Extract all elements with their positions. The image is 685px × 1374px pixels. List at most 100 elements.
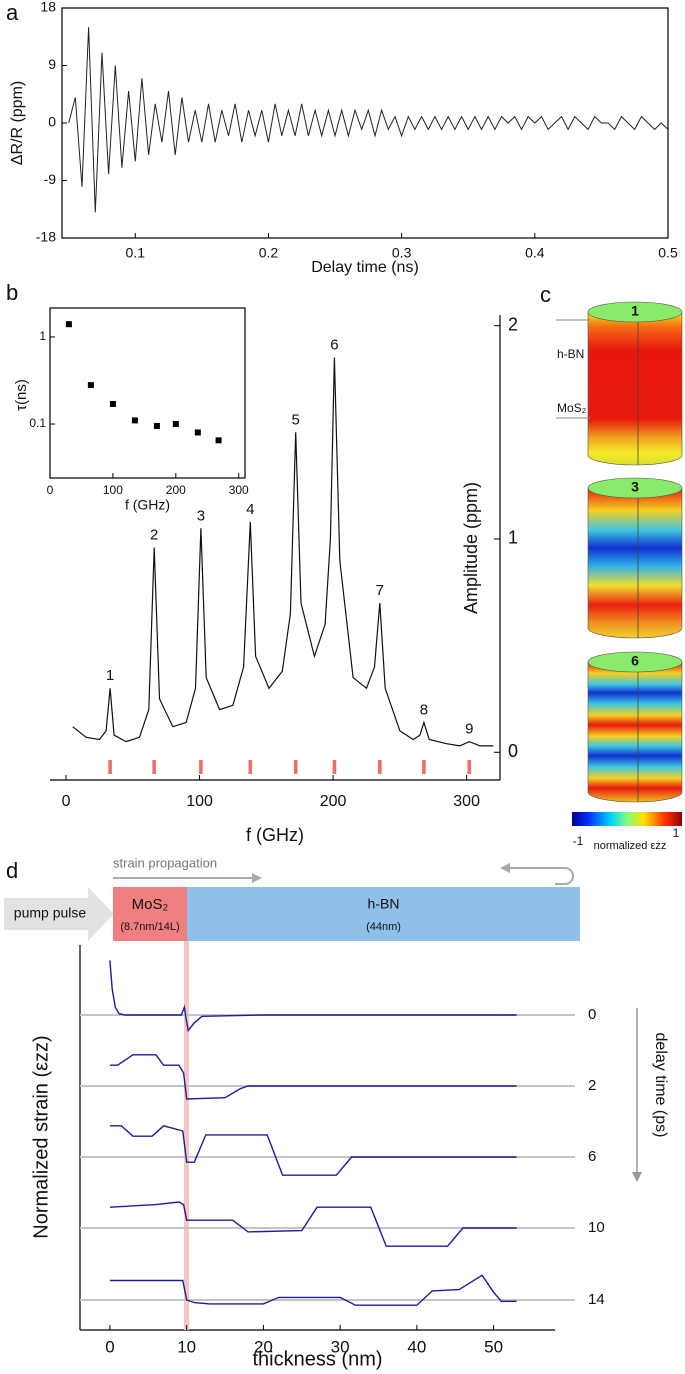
- peak-label: 6: [330, 337, 338, 354]
- layer-detail: (8.7nm/14L): [120, 921, 179, 933]
- mode-marker: [108, 760, 112, 774]
- layer-box: [113, 887, 187, 941]
- y-tick-label: -18: [36, 229, 56, 245]
- y-axis-label: τ(ns): [13, 379, 30, 411]
- peak-label: 8: [420, 701, 428, 718]
- pump-label: pump pulse: [14, 905, 87, 921]
- mode-marker: [467, 760, 472, 774]
- layer-detail: (44nm): [366, 921, 401, 933]
- x-tick-label: 40: [407, 1337, 426, 1356]
- reflection-arrow: [510, 867, 574, 885]
- trace: [68, 27, 669, 213]
- mode-marker: [332, 760, 337, 774]
- y-axis-label: Amplitude (ppm): [461, 482, 481, 614]
- x-tick-label: 200: [166, 483, 186, 497]
- x-tick-label: 0: [105, 1337, 114, 1356]
- y-tick-label: 0.1: [29, 416, 46, 430]
- layer-name: MoS₂: [132, 896, 169, 913]
- arrow-head: [500, 863, 510, 873]
- layer-label: MoS₂: [557, 401, 587, 415]
- x-tick-label: 0.3: [392, 245, 412, 261]
- x-axis-label: Delay time (ns): [311, 259, 419, 276]
- colorbar: [572, 812, 682, 826]
- peak-label: 4: [246, 501, 254, 518]
- x-axis-label: f (GHz): [125, 497, 170, 513]
- x-axis-label: thickness (nm): [252, 1348, 382, 1370]
- mode-marker: [199, 760, 203, 774]
- x-tick-label: 30: [331, 1337, 350, 1356]
- cylinder: 1: [587, 301, 683, 466]
- x-tick-label: 20: [254, 1337, 273, 1356]
- point: [153, 422, 160, 429]
- y-tick-label: 1: [39, 329, 46, 343]
- point: [215, 437, 222, 444]
- mode-marker: [293, 760, 298, 774]
- curve-label: 6: [588, 1148, 596, 1165]
- strain-curve: [109, 1274, 517, 1306]
- y-tick-label: 1: [508, 528, 518, 548]
- y-tick-label: 9: [48, 56, 56, 72]
- mode-marker: [152, 760, 156, 774]
- peak-label: 9: [465, 721, 473, 738]
- point: [65, 321, 72, 328]
- panel-label: c: [540, 282, 551, 307]
- spectrum: [72, 357, 494, 747]
- x-tick-label: 0.5: [658, 245, 678, 261]
- curve-label: 14: [588, 1291, 605, 1308]
- peak-label: 3: [197, 507, 205, 524]
- point: [109, 400, 116, 407]
- curve-label: 0: [588, 1006, 596, 1023]
- y-axis-label: ΔR/R (ppm): [9, 81, 26, 165]
- mode-marker: [248, 760, 253, 774]
- mode-label: 3: [631, 479, 639, 495]
- colorbar-label: normalized εzz: [594, 840, 667, 852]
- strain-curve: [109, 960, 517, 1033]
- y-tick-label: 0: [48, 114, 56, 130]
- layer-name: h-BN: [368, 896, 400, 912]
- layer-label: h-BN: [557, 347, 584, 361]
- y2-axis-label: delay time (ps): [652, 1033, 669, 1138]
- mode-marker: [422, 760, 426, 774]
- strain-curve: [109, 1054, 517, 1100]
- x-tick-label: 100: [186, 793, 213, 810]
- point: [131, 417, 138, 424]
- mode-marker: [378, 760, 382, 774]
- y-tick-label: 2: [508, 314, 518, 334]
- point: [172, 421, 179, 428]
- peak-label: 1: [106, 667, 114, 684]
- pump-arrow: [4, 887, 114, 941]
- x-tick-label: 300: [453, 793, 480, 810]
- x-tick-label: 0: [47, 483, 54, 497]
- strain-curve: [109, 1201, 517, 1247]
- inset-frame: [49, 307, 246, 479]
- mode-label: 1: [631, 303, 639, 319]
- peak-label: 5: [292, 411, 300, 428]
- x-tick-label: 0: [62, 793, 71, 810]
- interface-line: [184, 941, 189, 1330]
- x-tick-label: 10: [177, 1337, 196, 1356]
- point: [194, 429, 201, 436]
- peak-label: 7: [376, 582, 384, 599]
- panel-label: b: [6, 280, 18, 305]
- layer-box: [187, 887, 580, 941]
- cylinder: 6: [587, 651, 683, 803]
- x-tick-label: 0.1: [126, 245, 146, 261]
- colorbar-max: 1: [673, 826, 680, 840]
- peak-label: 2: [150, 526, 158, 543]
- panel-label: a: [6, 0, 19, 25]
- x-tick-label: 0.4: [525, 245, 545, 261]
- propagation-label: strain propagation: [113, 855, 217, 870]
- y-tick-label: 0: [508, 741, 518, 761]
- point: [87, 382, 94, 389]
- y-axis-label: Normalized strain (εzz): [30, 1035, 52, 1238]
- x-tick-label: 100: [103, 483, 123, 497]
- cylinder: 3: [587, 477, 683, 639]
- mode-label: 6: [631, 653, 639, 669]
- panel-label: d: [6, 858, 18, 883]
- y-tick-label: -9: [44, 171, 57, 187]
- colorbar-min: -1: [573, 834, 584, 848]
- curve-label: 10: [588, 1219, 605, 1236]
- y-tick-label: 18: [40, 0, 56, 15]
- curve-label: 2: [588, 1077, 596, 1094]
